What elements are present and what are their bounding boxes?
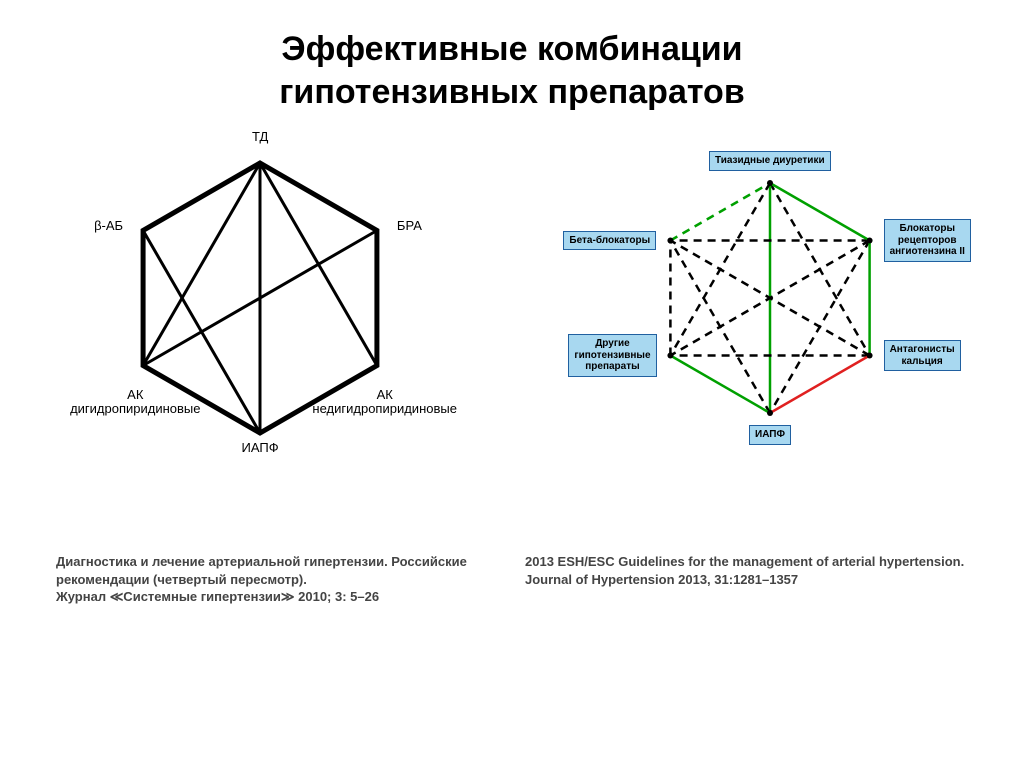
label-right-tl: Бета-блокаторы [563, 231, 656, 251]
label-right-bottom: ИАПФ [749, 425, 791, 445]
label-right-br: Антагонистыкальция [884, 340, 961, 371]
page-title: Эффективные комбинации гипотензивных пре… [0, 0, 1024, 113]
label-right-bl: Другиегипотензивныепрепараты [568, 334, 656, 377]
title-line-2: гипотензивных препаратов [279, 73, 744, 111]
label-left-br: АКнедигидропиридиновые [312, 388, 457, 418]
caption-left: Диагностика и лечение артериальной гипер… [56, 553, 519, 606]
label-left-bottom: ИАПФ [242, 441, 279, 456]
label-left-tl: β-АБ [94, 219, 123, 234]
caption-right-text: 2013 ESH/ESC Guidelines for the manageme… [525, 554, 964, 587]
label-left-tr: БРА [397, 219, 422, 234]
label-left-bl: АКдигидропиридиновые [70, 388, 200, 418]
captions-row: Диагностика и лечение артериальной гипер… [0, 553, 1024, 606]
hexagon-svg [0, 113, 1024, 553]
caption-left-text: Диагностика и лечение артериальной гипер… [56, 554, 467, 604]
label-left-top: ТД [252, 130, 268, 145]
label-right-top: Тиазидные диуретики [709, 151, 831, 171]
caption-right: 2013 ESH/ESC Guidelines for the manageme… [519, 553, 968, 606]
diagrams-area: ТД БРА АКнедигидропиридиновые ИАПФ АКдигидро… [0, 113, 1024, 553]
label-right-tr: Блокаторырецепторовангиотензина II [884, 219, 971, 262]
title-line-1: Эффективные комбинации [281, 30, 742, 68]
